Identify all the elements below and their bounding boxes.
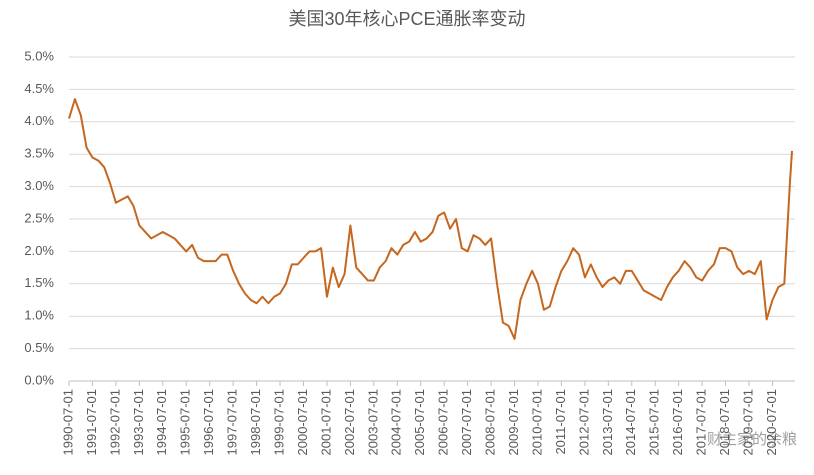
x-tick-label: 2007-07-01	[459, 389, 474, 456]
x-tick-label: 2012-07-01	[576, 389, 591, 456]
y-tick-label: 1.5%	[24, 275, 54, 290]
x-tick-label: 2014-07-01	[623, 389, 638, 456]
x-tick-label: 1995-07-01	[178, 389, 193, 456]
y-tick-label: 3.0%	[24, 178, 54, 193]
y-tick-label: 1.0%	[24, 308, 54, 323]
x-tick-label: 2003-07-01	[365, 389, 380, 456]
y-tick-label: 2.0%	[24, 243, 54, 258]
y-tick-label: 4.0%	[24, 113, 54, 128]
x-tick-label: 1994-07-01	[154, 389, 169, 456]
watermark: 财主家的余粮	[707, 430, 797, 448]
x-tick-label: 2011-07-01	[553, 389, 568, 455]
x-tick-label: 1992-07-01	[107, 389, 122, 456]
x-tick-label: 1993-07-01	[131, 389, 146, 456]
x-tick-label: 2006-07-01	[436, 389, 451, 456]
x-tick-label: 1990-07-01	[60, 389, 75, 456]
x-tick-label: 2013-07-01	[600, 389, 615, 456]
y-tick-label: 3.5%	[24, 146, 54, 161]
y-tick-label: 5.0%	[24, 48, 54, 63]
x-tick-label: 1998-07-01	[248, 389, 263, 456]
x-tick-label: 2015-07-01	[647, 389, 662, 456]
y-tick-label: 0.5%	[24, 340, 54, 355]
chart-title: 美国30年核心PCE通胀率变动	[288, 9, 525, 29]
x-tick-label: 1997-07-01	[225, 389, 240, 456]
x-tick-label: 2000-07-01	[295, 389, 310, 456]
x-tick-label: 2002-07-01	[342, 389, 357, 456]
data-line	[68, 98, 793, 340]
x-tick-label: 2008-07-01	[483, 389, 498, 456]
x-tick-label: 2005-07-01	[412, 389, 427, 456]
y-tick-label: 2.5%	[24, 210, 54, 225]
y-tick-label: 0.0%	[24, 372, 54, 387]
x-tick-label: 2018-07-01	[717, 389, 732, 456]
x-tick-label: 2016-07-01	[670, 389, 685, 456]
x-tick-label: 2020-07-01	[764, 389, 779, 456]
x-tick-label: 2019-07-01	[740, 389, 755, 456]
x-tick-label: 1991-07-01	[84, 389, 99, 456]
y-tick-label: 4.5%	[24, 81, 54, 96]
x-tick-label: 2004-07-01	[389, 389, 404, 456]
x-tick-label: 2009-07-01	[506, 389, 521, 456]
x-tick-label: 1996-07-01	[201, 389, 216, 456]
x-tick-label: 2010-07-01	[529, 389, 544, 456]
x-tick-label: 2017-07-01	[694, 389, 709, 456]
x-tick-label: 2001-07-01	[318, 389, 333, 456]
x-tick-label: 1999-07-01	[271, 389, 286, 456]
